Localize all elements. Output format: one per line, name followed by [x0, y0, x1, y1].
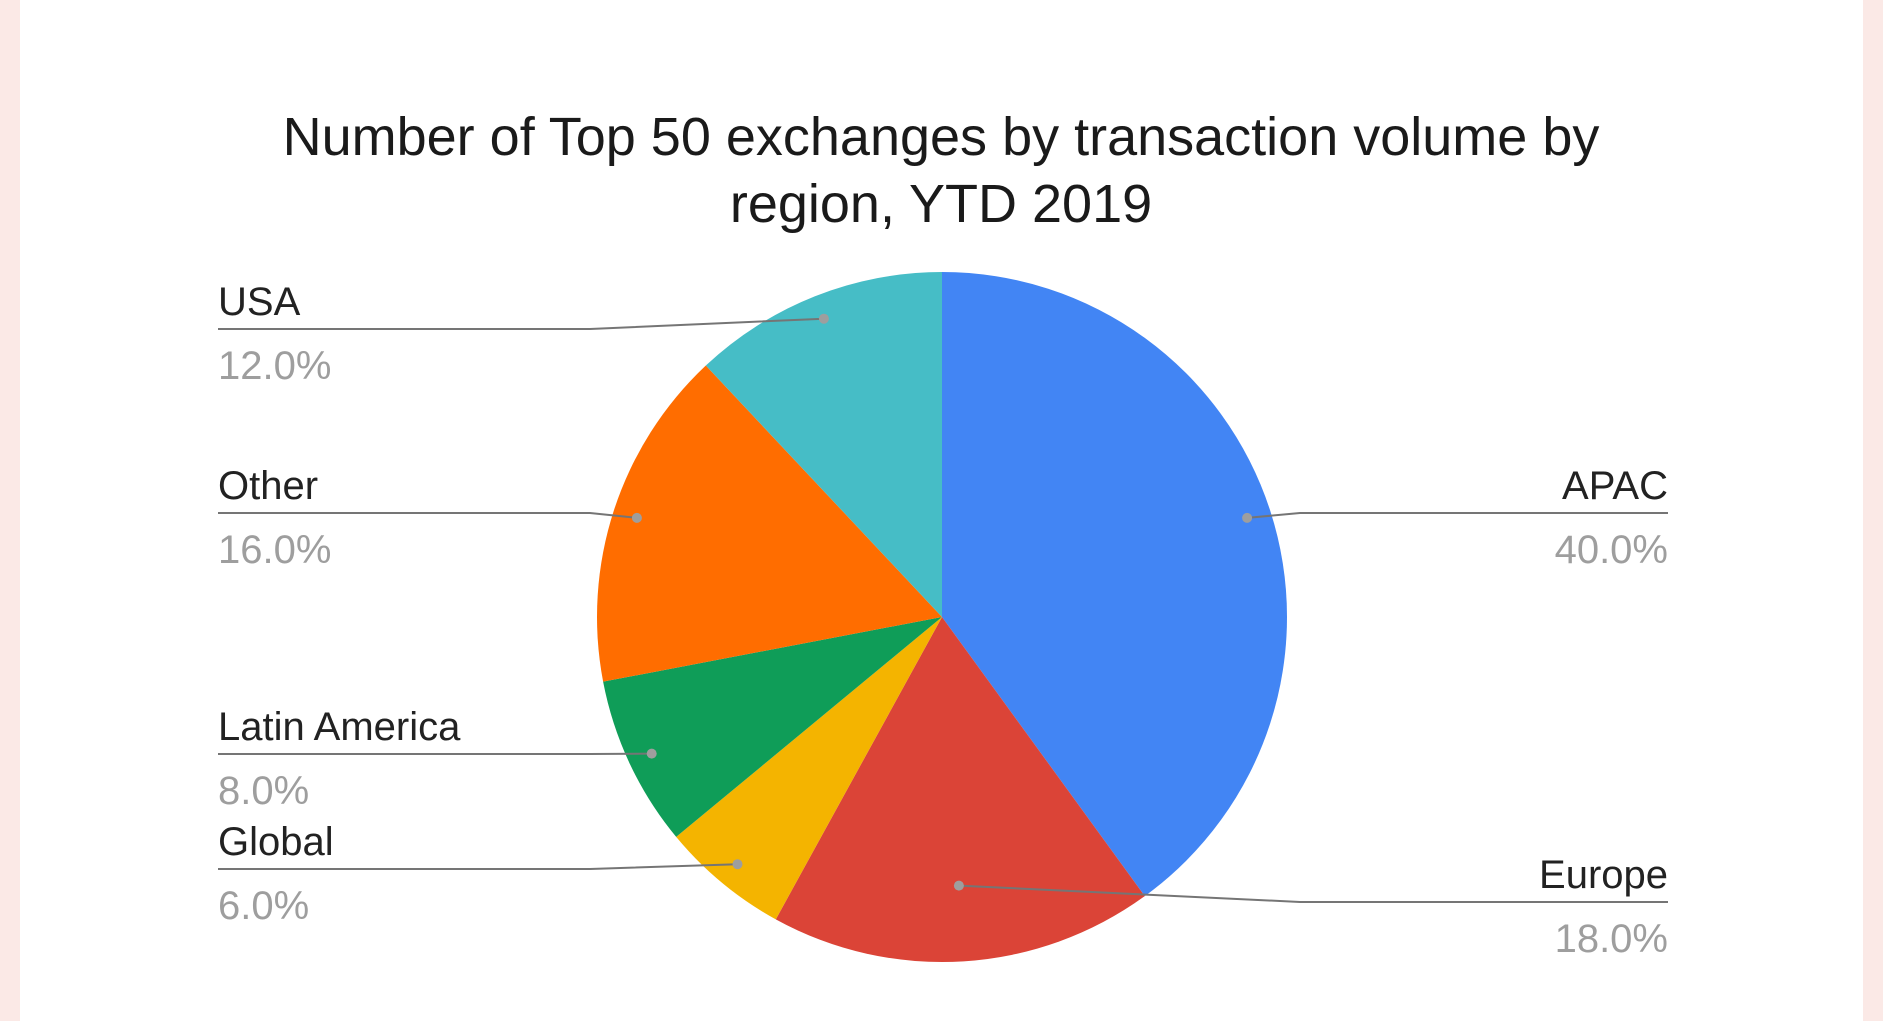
pie-slice-apac [942, 272, 1288, 897]
leader-dot-apac [1242, 512, 1253, 523]
slice-label-other: Other [218, 464, 318, 508]
slice-label-usa: USA [218, 280, 301, 324]
slice-percent-europe: 18.0% [1555, 917, 1668, 961]
leader-line-apac [1247, 512, 1668, 519]
slice-percent-apac: 40.0% [1555, 528, 1668, 572]
chart-title-line-2: region, YTD 2019 [730, 174, 1152, 234]
pie-slice-latin-america [603, 617, 942, 837]
slice-percent-usa: 12.0% [218, 344, 331, 388]
leader-dot-europe [953, 880, 964, 891]
slice-percent-other: 16.0% [218, 528, 331, 572]
slice-label-europe: Europe [1539, 853, 1668, 897]
leader-dot-latin-america [646, 748, 657, 759]
leader-line-global [218, 863, 738, 870]
slice-label-latin-america: Latin America [218, 705, 461, 749]
leader-dot-usa [818, 313, 829, 324]
pie-slice-global [676, 617, 942, 920]
left-frame-border [0, 0, 20, 1021]
chart-title-line-1: Number of Top 50 exchanges by transactio… [283, 107, 1600, 167]
leader-dot-other [631, 512, 642, 523]
leader-line-other [218, 512, 638, 519]
pie-slice-usa [705, 272, 942, 617]
slice-percent-latin-america: 8.0% [218, 769, 309, 813]
leader-dot-global [732, 859, 743, 870]
leader-line-europe [958, 884, 1668, 903]
slice-percent-global: 6.0% [218, 884, 309, 928]
pie-slice-other [596, 365, 942, 682]
slice-label-global: Global [218, 820, 334, 864]
right-frame-border [1863, 0, 1883, 1021]
slice-label-apac: APAC [1562, 464, 1668, 508]
pie-labels: APAC 40.0% Europe 18.0% Global 6.0% Latin Amer… [218, 280, 1668, 961]
pie-slice-europe [775, 617, 1145, 963]
leader-line-usa [218, 317, 824, 330]
pie-slices [596, 272, 1288, 963]
